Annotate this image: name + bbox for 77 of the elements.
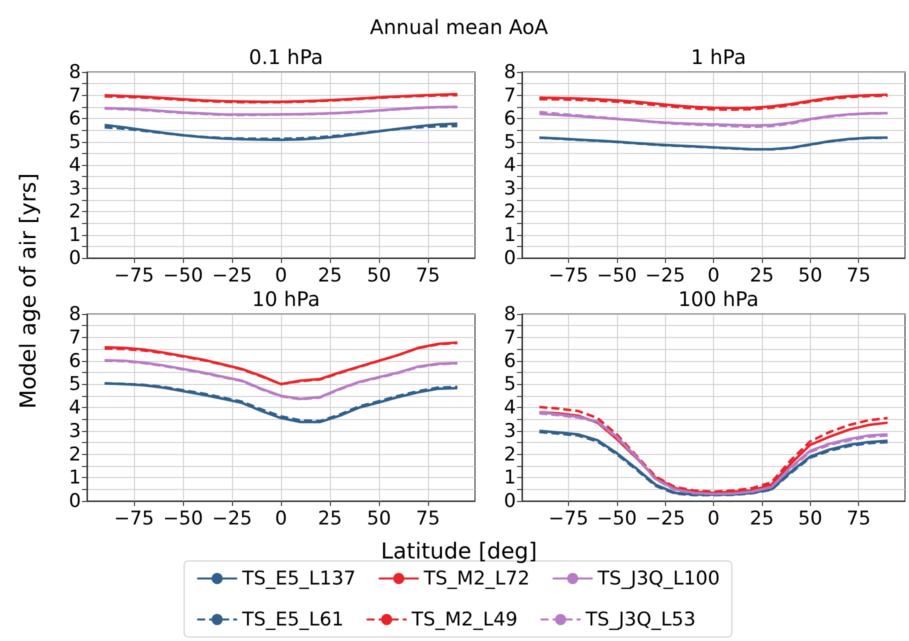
x-tick-label: −75 [548,508,588,530]
y-tick-label: 0 [68,490,81,512]
x-tick-label: 25 [318,508,342,530]
y-tick-label: 4 [68,396,81,418]
y-tick-label: 7 [504,84,516,106]
x-tick-label: −25 [645,508,686,530]
y-tick-label: 1 [504,466,516,489]
x-tick-label: −75 [548,264,588,286]
y-tick-label: 3 [504,177,516,200]
y-tick-label: 1 [68,466,81,489]
x-tick-label: −25 [645,264,686,286]
x-tick-label: 75 [416,508,440,530]
y-tick-label: 8 [68,303,81,325]
x-tick-label: −25 [212,264,252,286]
y-tick-label: 3 [68,420,81,442]
y-tick-label: 4 [504,154,516,176]
chart-title: 1 hPa [690,45,746,69]
y-tick-label: 5 [68,130,81,153]
legend-label: TS_J3Q_L53 [584,608,696,630]
y-tick-label: 6 [504,108,516,130]
x-tick-label: 25 [318,264,342,286]
x-tick-label: 50 [366,508,392,530]
legend-label: TS_M2_L49 [410,608,518,630]
y-tick-label: 0 [504,247,516,269]
y-tick-label: 5 [504,373,516,396]
legend-label: TS_E5_L61 [241,608,344,630]
text: Annual mean AoA [370,15,548,39]
legend-label: TS_M2_L72 [422,568,530,590]
y-tick-label: 7 [68,84,81,106]
x-tick-label: −50 [596,508,637,530]
y-tick-label: 2 [68,443,81,466]
y-tick-label: 2 [504,200,516,222]
chart-title: 10 hPa [252,287,320,311]
x-tick-label: −50 [162,264,204,286]
y-tick-label: 2 [68,200,81,222]
x-tick-label: 50 [366,264,392,286]
x-tick-label: 0 [274,508,288,530]
y-tick-label: 6 [68,350,81,372]
y-tick-label: 3 [504,420,516,442]
y-axis-title: Model age of air [yrs] [16,173,42,409]
x-tick-label: 50 [798,264,822,286]
x-tick-label: −75 [114,264,154,286]
x-tick-label: 75 [416,264,440,286]
x-tick-label: 0 [274,264,288,286]
x-tick-label: 25 [750,264,774,286]
chart-title: 100 hPa [678,287,759,311]
y-tick-label: 1 [504,224,516,246]
y-tick-label: 6 [68,108,81,130]
x-tick-label: 0 [707,264,720,286]
y-tick-label: 3 [68,177,81,200]
y-tick-label: 4 [504,396,516,418]
y-tick-label: 8 [504,61,516,83]
y-tick-label: 1 [68,224,81,246]
x-tick-label: 25 [750,508,774,530]
y-tick-label: 7 [504,326,516,348]
y-tick-label: 8 [504,303,516,325]
x-tick-label: −25 [212,508,252,530]
y-tick-label: 0 [504,490,516,512]
y-tick-label: 5 [504,130,516,153]
y-tick-label: 2 [504,443,516,466]
x-tick-label: −75 [114,508,154,530]
y-tick-label: 8 [68,61,81,83]
x-tick-label: 75 [846,264,871,286]
y-tick-label: 7 [68,326,81,348]
x-tick-label: −50 [162,508,204,530]
y-tick-label: 5 [68,373,81,396]
y-tick-label: 4 [68,154,81,176]
x-tick-label: −50 [596,264,637,286]
y-tick-label: 0 [68,247,81,269]
x-tick-label: 75 [846,508,871,530]
legend-label: TS_J3Q_L100 [596,568,720,590]
x-tick-label: 0 [707,508,720,530]
y-tick-label: 6 [504,350,516,372]
x-tick-label: 50 [798,508,822,530]
x-axis-title: Latitude [deg] [380,540,538,564]
legend-label: TS_E5_L137 [241,568,356,590]
chart-title: 0.1 hPa [248,45,324,69]
